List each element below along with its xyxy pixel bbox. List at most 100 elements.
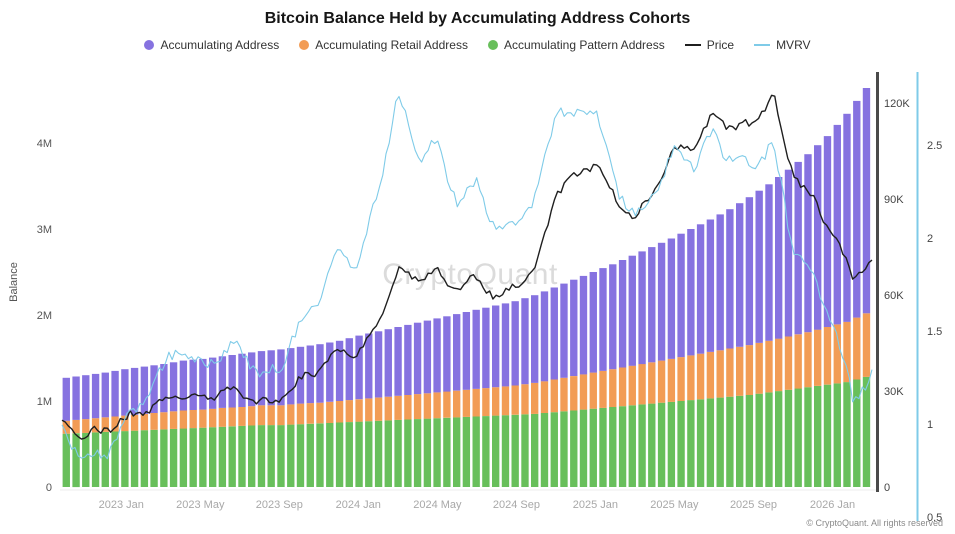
- bar-segment-accumulating-pattern-address: [365, 421, 373, 487]
- bar-segment-accumulating-address: [267, 350, 275, 406]
- legend-item-accumulating-retail-address[interactable]: Accumulating Retail Address: [299, 38, 468, 52]
- bar-segment-accumulating-pattern-address: [736, 395, 744, 487]
- legend-item-accumulating-pattern-address[interactable]: Accumulating Pattern Address: [487, 38, 665, 52]
- bar-segment-accumulating-address: [218, 356, 227, 408]
- bar-segment-accumulating-retail-address: [365, 398, 373, 422]
- bar-segment-accumulating-address: [296, 346, 305, 404]
- bar-segment-accumulating-address: [862, 88, 871, 314]
- bar-segment-accumulating-address: [316, 344, 324, 403]
- legend-item-mvrv[interactable]: MVRV: [754, 38, 811, 52]
- bar-segment-accumulating-retail-address: [736, 346, 744, 396]
- bar-segment-accumulating-retail-address: [794, 334, 802, 389]
- bar-segment-accumulating-pattern-address: [745, 395, 754, 487]
- bar-segment-accumulating-retail-address: [335, 401, 344, 423]
- legend-item-price[interactable]: Price: [684, 38, 734, 52]
- bar-segment-accumulating-address: [199, 358, 207, 410]
- bar-segment-accumulating-retail-address: [199, 409, 207, 428]
- legend-line-icon: [754, 44, 771, 46]
- bar-segment-accumulating-address: [618, 260, 627, 368]
- bar-segment-accumulating-address: [501, 303, 510, 387]
- bar-segment-accumulating-address: [784, 169, 793, 337]
- bar-segment-accumulating-pattern-address: [316, 423, 324, 487]
- mvrv-axis-tick: 2.5: [927, 140, 942, 152]
- bar-segment-accumulating-address: [453, 314, 461, 391]
- bar-segment-accumulating-pattern-address: [179, 428, 188, 487]
- bar-segment-accumulating-address: [511, 301, 519, 386]
- bar-segment-accumulating-address: [540, 291, 549, 382]
- bar-segment-accumulating-retail-address: [140, 413, 149, 431]
- bar-segment-accumulating-pattern-address: [482, 416, 490, 487]
- bar-segment-accumulating-retail-address: [160, 412, 168, 430]
- bar-segment-accumulating-pattern-address: [101, 432, 109, 487]
- bar-segment-accumulating-retail-address: [550, 379, 558, 413]
- bar-segment-accumulating-pattern-address: [443, 417, 451, 487]
- bar-segment-accumulating-retail-address: [62, 420, 70, 434]
- bar-segment-accumulating-address: [413, 322, 422, 395]
- bar-segment-accumulating-retail-address: [345, 400, 353, 422]
- bar-segment-accumulating-address: [355, 335, 363, 400]
- bar-segment-accumulating-address: [823, 136, 832, 327]
- bar-segment-accumulating-address: [609, 264, 617, 370]
- stacked-bars: [62, 88, 871, 488]
- bar-segment-accumulating-address: [755, 190, 763, 343]
- bar-segment-accumulating-retail-address: [843, 321, 851, 383]
- bar-segment-accumulating-retail-address: [326, 401, 334, 423]
- bar-segment-accumulating-pattern-address: [160, 429, 168, 487]
- legend-item-accumulating-address[interactable]: Accumulating Address: [144, 38, 279, 52]
- bar-segment-accumulating-retail-address: [540, 381, 549, 413]
- bar-segment-accumulating-address: [794, 161, 802, 335]
- bar-segment-accumulating-pattern-address: [531, 413, 539, 487]
- legend-line-icon: [684, 44, 701, 46]
- bar-segment-accumulating-address: [696, 224, 705, 354]
- bar-segment-accumulating-pattern-address: [843, 382, 851, 487]
- bar-segment-accumulating-retail-address: [716, 350, 724, 398]
- bar-segment-accumulating-address: [121, 369, 129, 416]
- bar-segment-accumulating-address: [169, 362, 178, 412]
- bar-segment-accumulating-retail-address: [433, 392, 441, 419]
- bar-segment-accumulating-retail-address: [82, 419, 90, 433]
- bar-segment-accumulating-retail-address: [121, 415, 129, 432]
- bar-segment-accumulating-retail-address: [472, 389, 480, 417]
- bar-segment-accumulating-retail-address: [823, 327, 832, 385]
- bar-segment-accumulating-address: [277, 349, 285, 406]
- bar-segment-accumulating-retail-address: [638, 364, 646, 405]
- bar-segment-accumulating-address: [667, 238, 676, 359]
- bar-segment-accumulating-address: [345, 338, 353, 401]
- bar-segment-accumulating-pattern-address: [550, 412, 558, 487]
- bar-segment-accumulating-pattern-address: [404, 419, 412, 487]
- x-axis-tick: 2024 May: [413, 499, 462, 511]
- bar-segment-accumulating-address: [814, 145, 822, 330]
- bar-segment-accumulating-retail-address: [150, 413, 158, 430]
- bar-segment-accumulating-retail-address: [560, 377, 568, 412]
- bar-segment-accumulating-address: [492, 305, 500, 388]
- bar-segment-accumulating-address: [228, 355, 236, 408]
- bar-segment-accumulating-address: [462, 312, 471, 390]
- balance-axis-tick: 0: [46, 482, 52, 494]
- price-axis-tick: 30K: [884, 386, 904, 398]
- bar-segment-accumulating-address: [579, 275, 588, 375]
- bar-segment-accumulating-pattern-address: [570, 410, 578, 487]
- bar-segment-accumulating-address: [82, 375, 90, 420]
- bar-segment-accumulating-pattern-address: [413, 419, 422, 487]
- bar-segment-accumulating-pattern-address: [667, 401, 676, 487]
- x-axis-line: [60, 489, 876, 491]
- bar-segment-accumulating-address: [736, 203, 744, 347]
- bar-segment-accumulating-pattern-address: [335, 422, 344, 487]
- bar-segment-accumulating-pattern-address: [696, 399, 705, 487]
- bar-segment-accumulating-retail-address: [677, 357, 685, 401]
- bar-segment-accumulating-pattern-address: [169, 428, 178, 487]
- mvrv-axis-tick: 1.5: [927, 326, 942, 338]
- bar-segment-accumulating-address: [550, 287, 558, 380]
- bar-segment-accumulating-retail-address: [306, 403, 314, 424]
- x-axis-tick: 2023 May: [176, 499, 225, 511]
- balance-axis-tick: 2M: [37, 310, 52, 322]
- bar-segment-accumulating-retail-address: [511, 385, 519, 415]
- bar-segment-accumulating-pattern-address: [62, 433, 70, 487]
- x-axis-tick: 2024 Jan: [336, 499, 381, 511]
- bar-segment-accumulating-address: [287, 348, 295, 405]
- bar-segment-accumulating-retail-address: [775, 338, 783, 392]
- copyright-text: © CryptoQuant. All rights reserved: [806, 518, 943, 528]
- bar-segment-accumulating-pattern-address: [72, 433, 80, 488]
- bar-segment-accumulating-retail-address: [609, 369, 617, 407]
